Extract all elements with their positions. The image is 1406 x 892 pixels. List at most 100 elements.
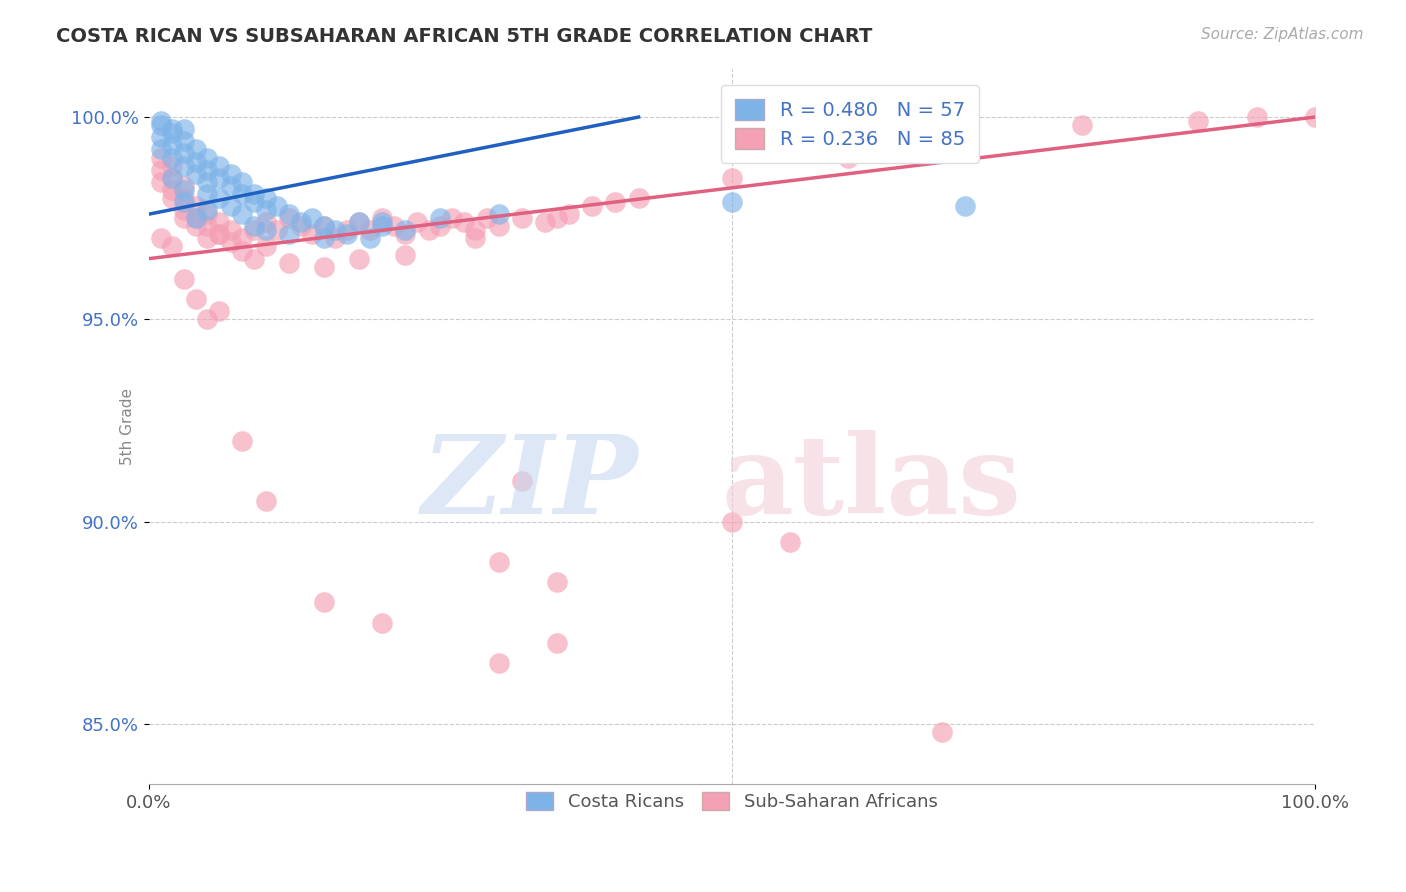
Point	[173, 146, 195, 161]
Point	[453, 215, 475, 229]
Point	[347, 215, 370, 229]
Point	[243, 223, 266, 237]
Point	[721, 194, 744, 209]
Point	[231, 175, 253, 189]
Point	[219, 167, 242, 181]
Point	[953, 199, 976, 213]
Point	[184, 211, 207, 226]
Point	[534, 215, 557, 229]
Point	[254, 494, 277, 508]
Point	[429, 211, 451, 226]
Point	[219, 223, 242, 237]
Point	[254, 191, 277, 205]
Point	[347, 215, 370, 229]
Point	[464, 231, 486, 245]
Point	[149, 130, 172, 145]
Point	[266, 223, 288, 237]
Point	[1070, 118, 1092, 132]
Point	[488, 656, 510, 670]
Point	[382, 219, 405, 234]
Point	[231, 244, 253, 258]
Point	[488, 207, 510, 221]
Point	[173, 122, 195, 136]
Point	[195, 175, 218, 189]
Point	[441, 211, 464, 226]
Point	[195, 312, 218, 326]
Point	[173, 183, 195, 197]
Point	[173, 203, 195, 218]
Point	[546, 636, 568, 650]
Point	[208, 215, 231, 229]
Point	[173, 211, 195, 226]
Point	[243, 194, 266, 209]
Point	[510, 211, 533, 226]
Point	[173, 272, 195, 286]
Point	[162, 239, 184, 253]
Point	[162, 122, 184, 136]
Point	[208, 159, 231, 173]
Point	[953, 130, 976, 145]
Point	[184, 292, 207, 306]
Point	[290, 219, 312, 234]
Point	[277, 255, 299, 269]
Point	[219, 178, 242, 193]
Point	[195, 151, 218, 165]
Point	[162, 138, 184, 153]
Point	[510, 474, 533, 488]
Point	[195, 186, 218, 201]
Point	[488, 219, 510, 234]
Point	[162, 126, 184, 140]
Point	[149, 175, 172, 189]
Point	[219, 199, 242, 213]
Point	[162, 159, 184, 173]
Point	[371, 615, 394, 630]
Point	[149, 114, 172, 128]
Point	[837, 151, 859, 165]
Point	[475, 211, 498, 226]
Point	[347, 252, 370, 266]
Point	[779, 534, 801, 549]
Point	[184, 143, 207, 157]
Point	[546, 211, 568, 226]
Text: ZIP: ZIP	[422, 430, 638, 538]
Point	[394, 227, 416, 242]
Point	[277, 211, 299, 226]
Y-axis label: 5th Grade: 5th Grade	[120, 388, 135, 465]
Point	[243, 186, 266, 201]
Point	[184, 167, 207, 181]
Point	[605, 194, 627, 209]
Point	[312, 219, 335, 234]
Point	[195, 203, 218, 218]
Point	[418, 223, 440, 237]
Point	[312, 219, 335, 234]
Point	[162, 183, 184, 197]
Point	[149, 143, 172, 157]
Legend: Costa Ricans, Sub-Saharan Africans: Costa Ricans, Sub-Saharan Africans	[512, 777, 952, 825]
Point	[394, 247, 416, 261]
Point	[231, 231, 253, 245]
Text: atlas: atlas	[721, 430, 1022, 537]
Point	[1303, 110, 1326, 124]
Point	[173, 191, 195, 205]
Point	[219, 235, 242, 250]
Point	[195, 207, 218, 221]
Point	[312, 231, 335, 245]
Point	[254, 239, 277, 253]
Point	[195, 219, 218, 234]
Point	[277, 227, 299, 242]
Point	[931, 724, 953, 739]
Point	[325, 231, 347, 245]
Point	[336, 227, 359, 242]
Point	[325, 223, 347, 237]
Point	[406, 215, 429, 229]
Point	[488, 555, 510, 569]
Point	[371, 211, 394, 226]
Text: COSTA RICAN VS SUBSAHARAN AFRICAN 5TH GRADE CORRELATION CHART: COSTA RICAN VS SUBSAHARAN AFRICAN 5TH GR…	[56, 27, 873, 45]
Point	[195, 162, 218, 177]
Point	[290, 215, 312, 229]
Point	[336, 223, 359, 237]
Point	[149, 151, 172, 165]
Point	[1246, 110, 1268, 124]
Point	[184, 211, 207, 226]
Point	[1187, 114, 1209, 128]
